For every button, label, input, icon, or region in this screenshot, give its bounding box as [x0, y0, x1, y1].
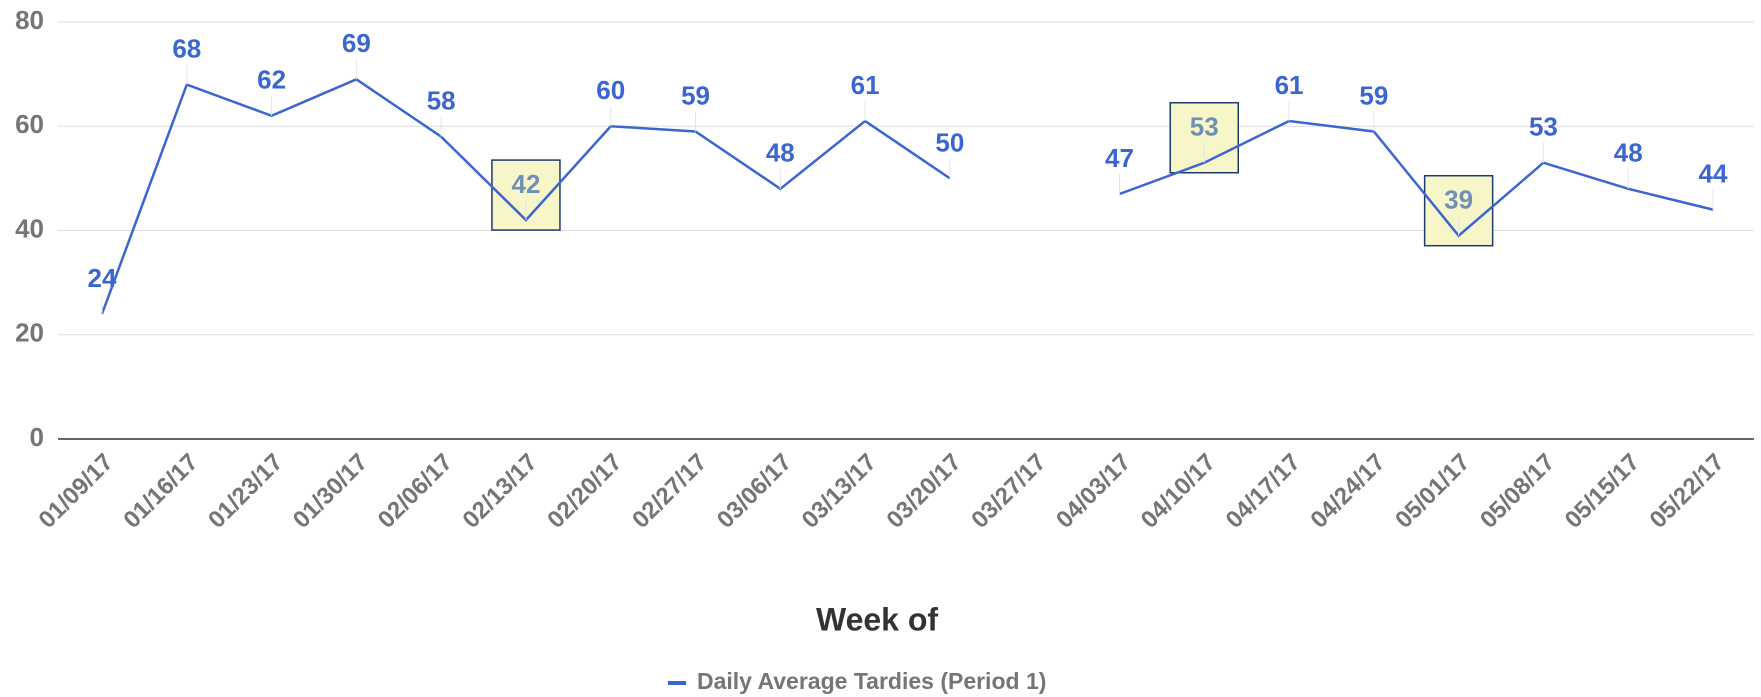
x-tick-label: 01/30/17: [288, 449, 373, 534]
data-label: 59: [681, 80, 710, 110]
data-label: 48: [1614, 138, 1643, 168]
data-label: 68: [172, 33, 201, 63]
data-label: 69: [342, 28, 371, 58]
data-label: 53: [1529, 112, 1558, 142]
y-tick-label: 40: [15, 213, 44, 243]
data-label: 48: [766, 138, 795, 168]
data-label: 44: [1699, 159, 1728, 189]
y-tick-label: 0: [30, 422, 44, 452]
data-label: 42: [511, 169, 540, 199]
data-label: 24: [88, 263, 117, 293]
x-tick-label: 02/27/17: [627, 449, 712, 534]
x-tick-label: 01/16/17: [118, 449, 203, 534]
x-axis-title: Week of: [816, 601, 938, 637]
data-label: 58: [427, 86, 456, 116]
x-tick-label: 02/13/17: [458, 449, 543, 534]
x-tick-label: 05/15/17: [1560, 449, 1645, 534]
x-tick-label: 01/23/17: [203, 449, 288, 534]
x-tick-label: 05/01/17: [1390, 449, 1475, 534]
data-label: 53: [1190, 112, 1219, 142]
data-label: 47: [1105, 143, 1134, 173]
data-label: 50: [935, 127, 964, 157]
y-tick-label: 20: [15, 318, 44, 348]
data-label: 61: [1275, 70, 1304, 100]
data-label: 62: [257, 65, 286, 95]
x-tick-label: 02/20/17: [542, 449, 627, 534]
x-tick-label: 03/20/17: [881, 449, 966, 534]
x-tick-label: 01/09/17: [34, 449, 119, 534]
x-tick-label: 04/03/17: [1051, 449, 1136, 534]
data-label: 61: [851, 70, 880, 100]
x-tick-label: 03/27/17: [966, 449, 1051, 534]
data-label: 39: [1444, 185, 1473, 215]
data-label: 59: [1359, 80, 1388, 110]
x-tick-label: 02/06/17: [373, 449, 458, 534]
y-tick-label: 80: [15, 5, 44, 35]
x-tick-label: 04/10/17: [1136, 449, 1221, 534]
x-tick-label: 05/08/17: [1475, 449, 1560, 534]
x-tick-label: 03/06/17: [712, 449, 797, 534]
y-tick-label: 60: [15, 109, 44, 139]
legend-label: Daily Average Tardies (Period 1): [697, 668, 1046, 694]
x-tick-label: 04/17/17: [1221, 449, 1306, 534]
x-tick-label: 03/13/17: [797, 449, 882, 534]
x-tick-label: 05/22/17: [1645, 449, 1730, 534]
x-tick-label: 04/24/17: [1305, 449, 1390, 534]
data-label: 60: [596, 75, 625, 105]
